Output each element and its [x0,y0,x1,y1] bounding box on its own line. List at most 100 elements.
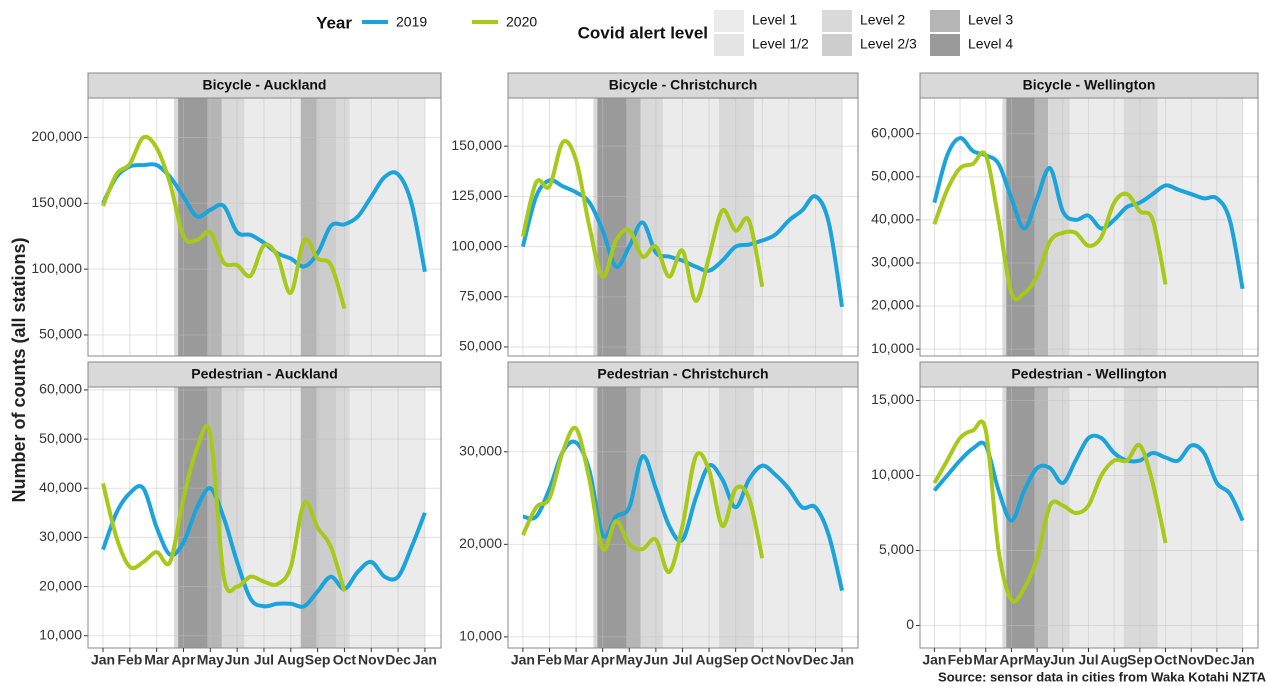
x-tick-label: Jan [413,652,437,668]
alert-band [1123,387,1158,648]
x-tick-label: Sep [723,652,749,668]
x-tick-label: Mar [973,652,998,668]
y-tick-label: 0 [906,616,914,632]
x-tick-label: Dec [1204,652,1230,668]
x-tick-label: May [616,652,643,668]
alert-band [349,98,425,356]
y-tick-label: 40,000 [39,479,82,495]
x-tick-label: Apr [171,652,196,668]
x-tick-label: Sep [1127,652,1153,668]
x-tick-label: Jul [254,652,274,668]
strip [919,72,1259,99]
legend-label: Level 3 [968,12,1013,28]
alert-band [663,98,719,356]
panel-title: Pedestrian - Wellington [1011,366,1166,382]
x-tick-label: Nov [358,652,385,668]
y-tick-label: 75,000 [459,287,502,303]
panel: 0 5,000 10,000 15,000 Pedestrian - Wellingto… [871,361,1259,668]
alert-band [1034,387,1049,648]
panel: 10,000 20,000 30,000 40,000 50,000 60,000 Pede… [39,361,442,668]
panel-title: Bicycle - Wellington [1023,77,1156,93]
alert-band [300,98,317,356]
alert-band [336,98,350,356]
y-tick-label: 50,000 [459,338,502,354]
y-tick-label: 150,000 [31,194,82,210]
series-line [101,134,347,310]
legend-swatch [930,34,960,56]
x-tick-label: Oct [751,652,775,668]
y-tick-label: 30,000 [871,254,914,270]
y-tick-label: 10,000 [39,626,82,642]
panel-title: Bicycle - Christchurch [609,77,758,93]
legend-label: Level 2/3 [860,36,917,52]
alert-band [597,387,627,648]
alert-band [316,387,337,648]
alert-band [1006,387,1035,648]
alert-band [1034,98,1049,356]
panel: 50,000 100,000 150,000 200,000 Bicycle - Auc… [31,72,442,357]
legend-label: Level 2 [860,12,905,28]
alert-band [1048,387,1070,648]
x-tick-label: Oct [1154,652,1178,668]
x-tick-label: Jan [511,652,535,668]
y-tick-label: 30,000 [39,528,82,544]
alert-band [1069,387,1124,648]
x-tick-label: Jun [1050,652,1075,668]
alert-band [244,98,301,356]
y-tick-label: 150,000 [451,137,502,153]
strip [919,361,1259,388]
strip [507,361,859,388]
x-tick-label: Nov [1178,652,1205,668]
alert-band [316,98,337,356]
y-tick-label: 20,000 [871,297,914,313]
y-axis-title: Number of counts (all stations) [9,237,29,502]
alert-band [718,387,755,648]
alert-band [1048,98,1070,356]
y-tick-label: 50,000 [39,430,82,446]
alert-band [1157,387,1243,648]
x-tick-label: Apr [591,652,616,668]
legend-label: 2020 [506,14,537,30]
y-tick-label: 100,000 [451,237,502,253]
strip [87,72,442,99]
legend-swatch [714,10,744,32]
legend-label: 2019 [396,14,427,30]
y-tick-label: 10,000 [459,628,502,644]
alert-band [626,387,641,648]
x-tick-label: Oct [333,652,357,668]
alert-band [1157,98,1243,356]
x-tick-label: Dec [803,652,829,668]
y-tick-label: 125,000 [451,187,502,203]
y-tick-label: 30,000 [459,442,502,458]
x-tick-label: Nov [776,652,803,668]
legend-label: Level 1 [752,12,797,28]
x-tick-label: Jun [643,652,668,668]
x-tick-label: Jan [830,652,854,668]
y-tick-label: 20,000 [459,535,502,551]
series-line [932,419,1168,604]
series-line [932,433,1245,523]
legend-title: Year [316,13,352,32]
x-tick-label: Mar [144,652,169,668]
y-tick-label: 60,000 [39,381,82,397]
panel-title: Pedestrian - Christchurch [597,366,768,382]
alert-band [349,387,425,648]
y-tick-label: 200,000 [31,128,82,144]
y-tick-label: 15,000 [871,391,914,407]
legend-label: Level 1/2 [752,36,809,52]
alert-band [178,98,208,356]
x-tick-label: Jul [1078,652,1098,668]
x-tick-label: Jul [672,652,692,668]
x-tick-label: Jun [225,652,250,668]
alert-band [1002,98,1007,356]
alert-band [718,98,755,356]
alert-band [754,98,843,356]
legend-title: Covid alert level [578,23,708,42]
series-line [520,139,765,303]
panel: 10,000 20,000 30,000 40,000 50,000 60,000 Bicy… [871,72,1259,357]
y-tick-label: 60,000 [871,124,914,140]
alert-band [593,98,598,356]
legend-label: Level 4 [968,36,1013,52]
y-tick-label: 50,000 [871,168,914,184]
